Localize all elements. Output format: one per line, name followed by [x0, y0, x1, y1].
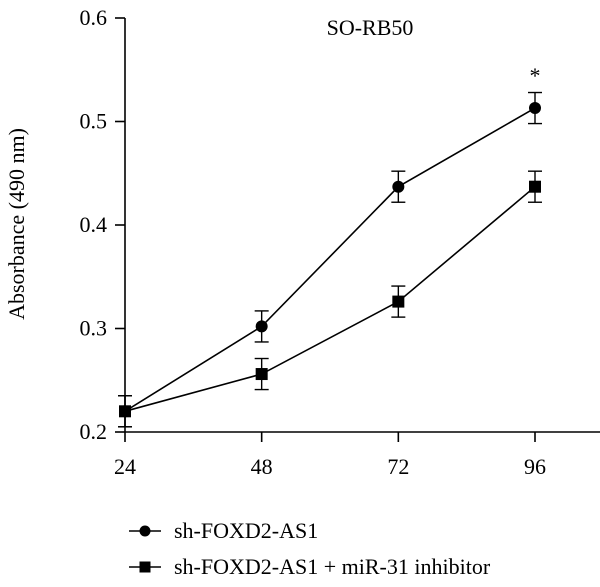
data-point: [392, 180, 405, 193]
y-tick-label: 0.4: [80, 212, 108, 237]
y-tick-label: 0.5: [80, 109, 108, 134]
x-tick-label: 24: [114, 454, 136, 479]
annotation-layer: *: [530, 63, 541, 88]
x-tick-label: 48: [251, 454, 273, 479]
y-tick-label: 0.6: [80, 5, 108, 30]
x-tick-group: 24 48 72 96: [114, 432, 546, 479]
series-2-line: [124, 186, 536, 413]
data-point: [255, 320, 268, 333]
y-tick-label: 0.2: [80, 419, 108, 444]
data-point: [529, 102, 541, 115]
significance-marker: *: [530, 63, 541, 88]
series-2: [118, 170, 542, 428]
x-tick-label: 96: [524, 454, 546, 479]
y-tick-group: 0.2 0.3 0.4 0.5 0.6: [80, 5, 125, 444]
plot-area: 0.2 0.3 0.4 0.5 0.6 24 48 72 96 *: [80, 5, 600, 479]
y-axis-label: Absorbance (490 nm): [4, 128, 29, 320]
data-point: [255, 368, 268, 381]
legend-item-series-2: sh-FOXD2-AS1 + miR-31 inhibitor: [129, 554, 491, 579]
chart-title: SO-RB50: [327, 15, 414, 40]
legend-marker-series-1: [139, 525, 151, 537]
series-1-line: [124, 107, 536, 412]
x-tick-label: 72: [387, 454, 409, 479]
data-point: [392, 295, 405, 308]
data-point: [529, 180, 541, 193]
legend-marker-series-2: [139, 561, 151, 573]
series-layer: [118, 91, 542, 428]
legend-label-series-2: sh-FOXD2-AS1 + miR-31 inhibitor: [174, 554, 491, 579]
legend: sh-FOXD2-AS1 sh-FOXD2-AS1 + miR-31 inhib…: [129, 518, 491, 579]
legend-label-series-1: sh-FOXD2-AS1: [174, 518, 318, 543]
legend-item-series-1: sh-FOXD2-AS1: [129, 518, 318, 543]
y-tick-label: 0.3: [80, 316, 108, 341]
series-1: [118, 91, 542, 428]
data-point: [119, 405, 131, 418]
